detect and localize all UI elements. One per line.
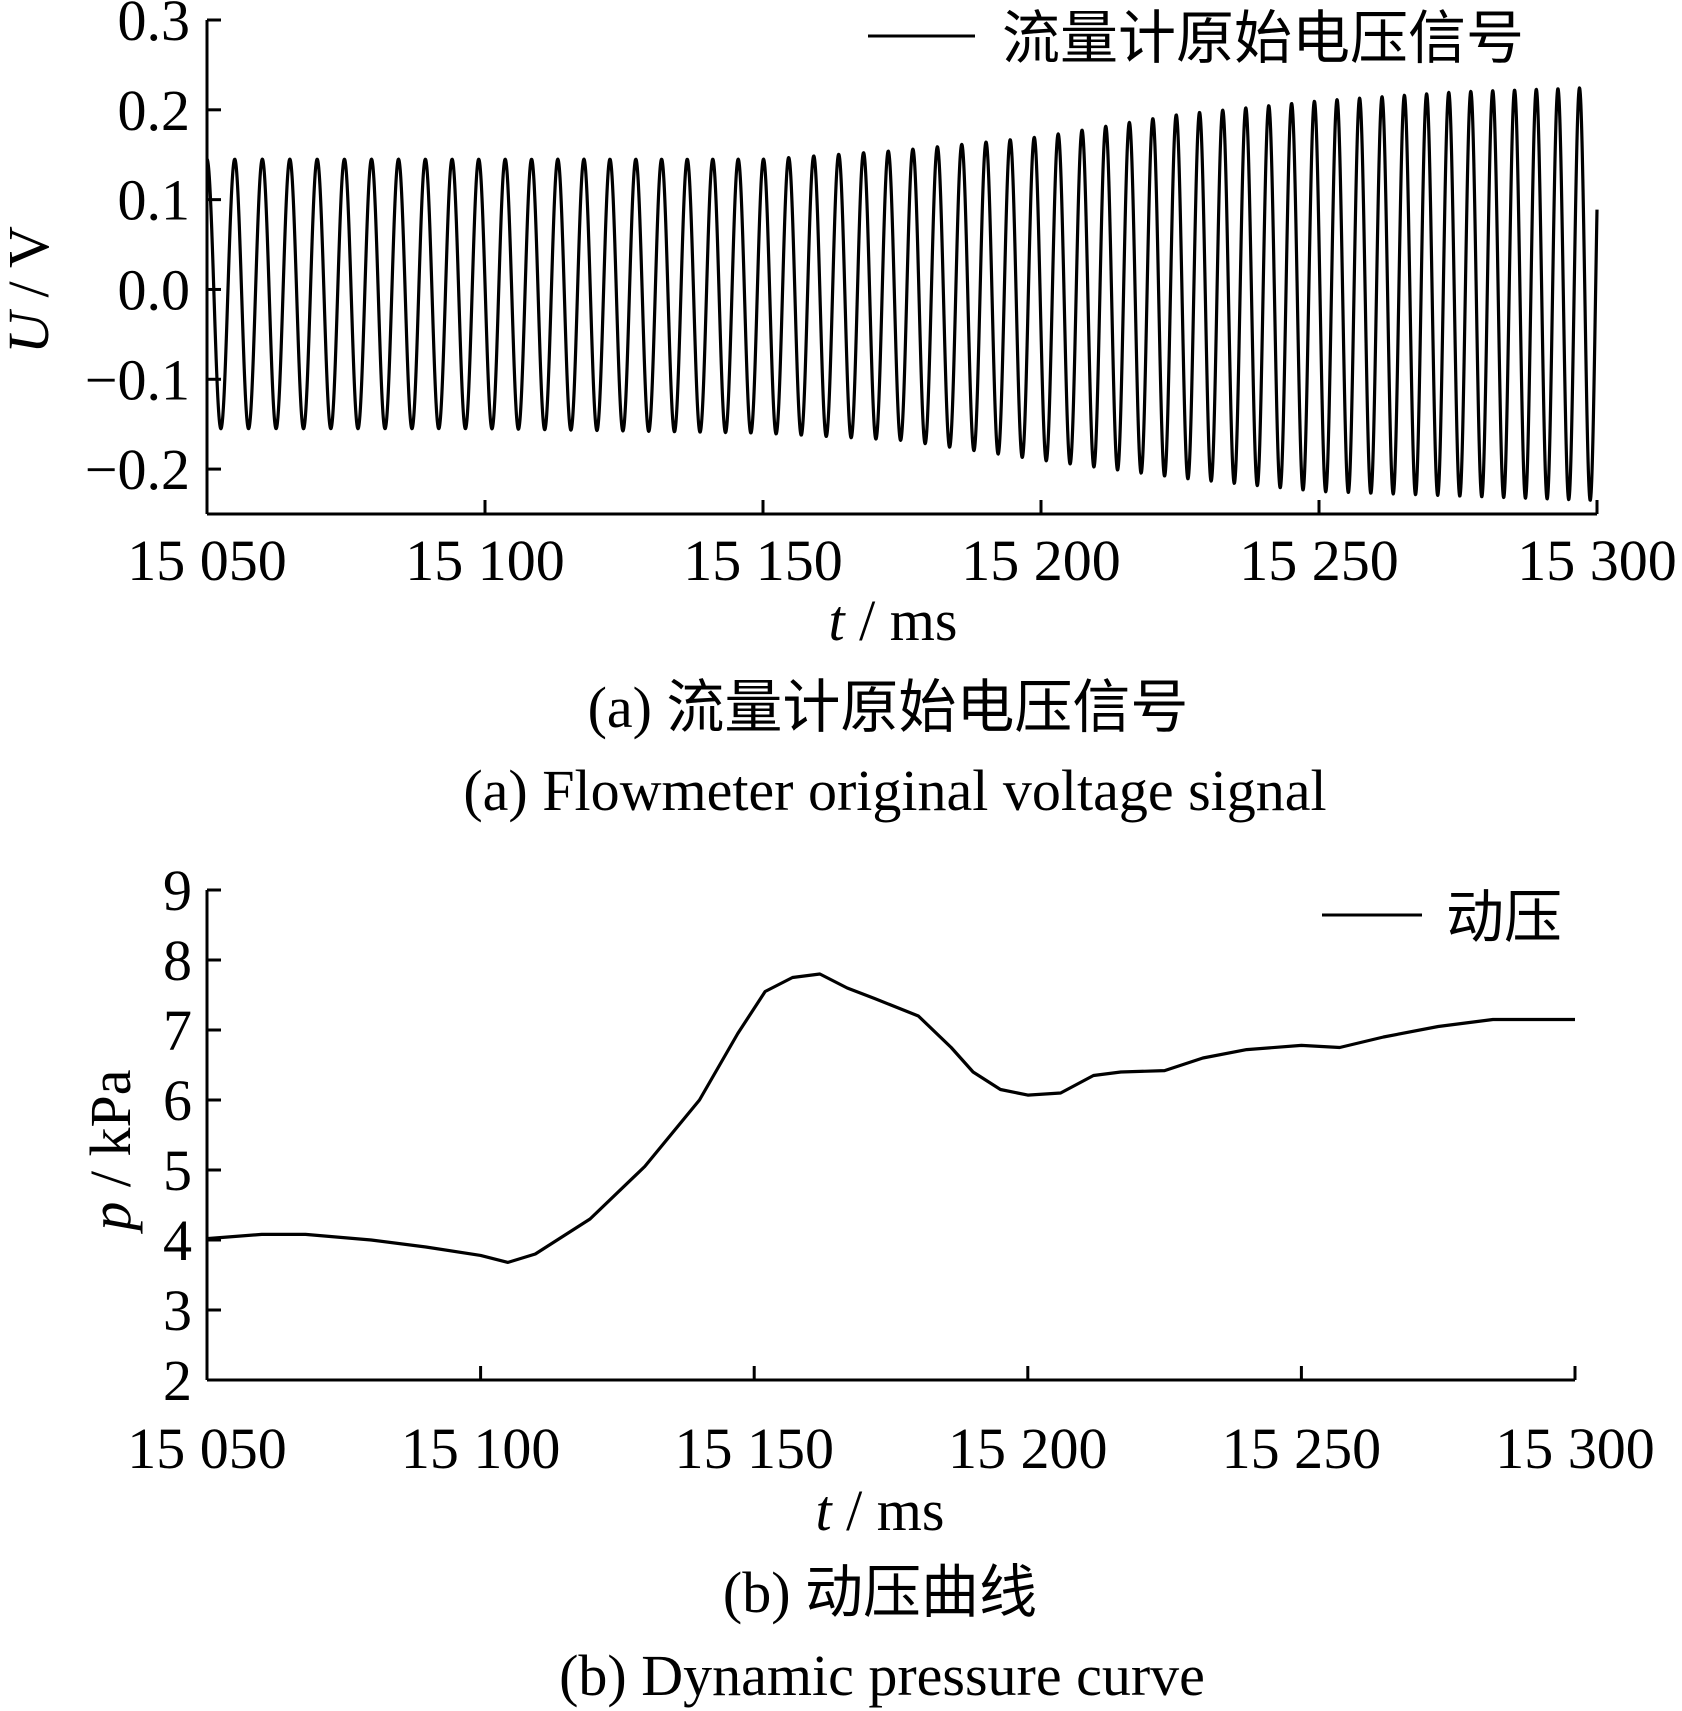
x-axis-label-a: t / ms xyxy=(829,588,958,653)
panel-a: 15 050 15 100 15 150 15 200 15 250 15 300 −0.… xyxy=(0,0,1677,823)
x-tick-label-b: 15 200 xyxy=(948,1416,1108,1481)
x-tick-label-a: 15 250 xyxy=(1239,528,1399,593)
y-tick-label-a: 0.2 xyxy=(118,78,191,143)
y-tick-label-a: −0.2 xyxy=(85,437,190,502)
y-tick-label-a: −0.1 xyxy=(85,347,190,412)
y-tick-label-b: 4 xyxy=(163,1208,192,1273)
y-tick-label-a: 0.3 xyxy=(118,0,191,53)
x-tick-label-a: 15 050 xyxy=(127,528,287,593)
legend-b: 动压 xyxy=(1322,885,1562,950)
y-tick-labels-a: −0.2 −0.1 0.0 0.1 0.2 0.3 xyxy=(85,0,190,502)
y-axis-label-b: p / kPa xyxy=(78,1069,143,1234)
plot-area-a xyxy=(205,86,1599,502)
x-tick-labels-b: 15 050 15 100 15 150 15 200 15 250 15 300 xyxy=(127,1416,1655,1481)
y-tick-label-b: 6 xyxy=(163,1068,192,1133)
caption-zh-b: (b) 动压曲线 xyxy=(723,1560,1037,1625)
plot-area-b xyxy=(206,972,1575,1264)
x-tick-label-a: 15 200 xyxy=(961,528,1121,593)
x-tick-labels-a: 15 050 15 100 15 150 15 200 15 250 15 300 xyxy=(127,528,1677,593)
y-tick-label-a: 0.1 xyxy=(118,168,191,233)
caption-en-b: (b) Dynamic pressure curve xyxy=(559,1643,1205,1708)
panel-b: 15 050 15 100 15 150 15 200 15 250 15 300 234… xyxy=(78,858,1655,1708)
series-line-b xyxy=(206,972,1575,1264)
y-tick-label-a: 0.0 xyxy=(118,257,191,322)
x-tick-label-a: 15 150 xyxy=(683,528,843,593)
legend-a: 流量计原始电压信号 xyxy=(868,6,1524,71)
x-tick-label-b: 15 100 xyxy=(401,1416,561,1481)
axes-b xyxy=(205,888,1577,1382)
x-tick-label-a: 15 300 xyxy=(1517,528,1677,593)
legend-label-a: 流量计原始电压信号 xyxy=(1002,6,1524,71)
caption-zh-a: (a) 流量计原始电压信号 xyxy=(588,675,1189,740)
legend-label-b: 动压 xyxy=(1446,885,1562,950)
x-axis-label-b: t / ms xyxy=(816,1478,945,1543)
series-line-a xyxy=(205,86,1599,502)
x-tick-label-b: 15 300 xyxy=(1495,1416,1655,1481)
x-tick-label-b: 15 050 xyxy=(127,1416,287,1481)
caption-en-a: (a) Flowmeter original voltage signal xyxy=(463,758,1326,823)
y-axis-label-a: U / V xyxy=(0,226,61,354)
y-tick-label-b: 8 xyxy=(163,928,192,993)
x-tick-label-a: 15 100 xyxy=(405,528,565,593)
y-tick-label-b: 7 xyxy=(163,998,192,1063)
y-tick-label-b: 3 xyxy=(163,1278,192,1343)
y-tick-label-b: 5 xyxy=(163,1138,192,1203)
y-tick-label-b: 2 xyxy=(163,1348,192,1413)
x-tick-label-b: 15 150 xyxy=(674,1416,834,1481)
x-tick-label-b: 15 250 xyxy=(1222,1416,1382,1481)
axes-a xyxy=(205,18,1599,516)
y-tick-label-b: 9 xyxy=(163,858,192,923)
